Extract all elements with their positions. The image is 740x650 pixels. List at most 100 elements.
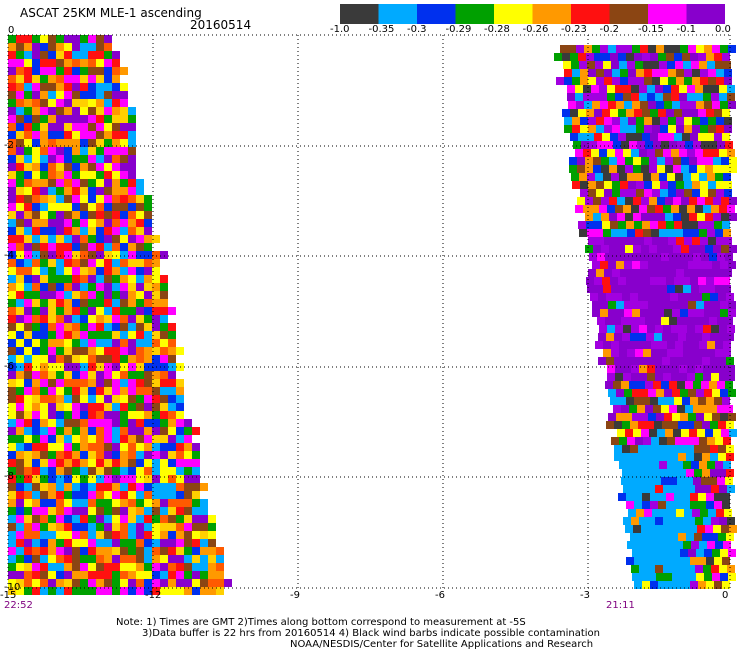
swath-cell	[598, 357, 606, 365]
swath-cell	[120, 155, 128, 163]
swath-cell	[32, 499, 40, 507]
swath-cell	[8, 419, 16, 427]
swath-cell	[672, 309, 680, 317]
swath-cell	[72, 491, 80, 499]
swath-cell	[32, 67, 40, 75]
swath-cell	[56, 131, 64, 139]
swath-cell	[136, 355, 144, 363]
swath-cell	[184, 459, 192, 467]
swath-cell	[672, 549, 680, 557]
swath-cell	[48, 547, 56, 555]
swath-cell	[702, 469, 710, 477]
swath-cell	[673, 157, 681, 165]
swath-cell	[48, 443, 56, 451]
swath-cell	[88, 83, 96, 91]
swath-cell	[704, 549, 712, 557]
swath-cell	[16, 507, 24, 515]
swath-cell	[649, 197, 657, 205]
swath-cell	[674, 493, 682, 501]
swath-cell	[136, 299, 144, 307]
swath-cell	[693, 405, 701, 413]
swath-cell	[606, 293, 614, 301]
swath-cell	[644, 181, 652, 189]
swath-cell	[671, 485, 679, 493]
swath-cell	[605, 253, 613, 261]
swath-cell	[627, 541, 635, 549]
swath-cell	[72, 371, 80, 379]
swath-cell	[96, 523, 104, 531]
swath-cell	[722, 581, 730, 589]
swath-cell	[708, 77, 716, 85]
swath-cell	[24, 563, 32, 571]
swath-cell	[711, 485, 719, 493]
swath-cell	[72, 203, 80, 211]
swath-cell	[713, 213, 721, 221]
swath-cell	[709, 317, 717, 325]
swath-cell	[136, 371, 144, 379]
swath-cell	[120, 339, 128, 347]
swath-cell	[715, 61, 723, 69]
swath-cell	[64, 251, 72, 259]
swath-cell	[8, 331, 16, 339]
swath-cell	[24, 115, 32, 123]
swath-cell	[616, 101, 624, 109]
swath-cell	[682, 109, 690, 117]
swath-cell	[692, 189, 700, 197]
swath-cell	[144, 339, 152, 347]
swath-cell	[152, 259, 160, 267]
swath-cell	[588, 269, 596, 277]
swath-cell	[679, 85, 687, 93]
swath-cell	[72, 395, 80, 403]
swath-cell	[152, 419, 160, 427]
swath-cell	[24, 459, 32, 467]
swath-cell	[16, 139, 24, 147]
swath-cell	[696, 309, 704, 317]
swath-cell	[697, 165, 705, 173]
swath-cell	[629, 141, 637, 149]
swath-cell	[709, 405, 717, 413]
swath-cell	[128, 315, 136, 323]
swath-cell	[652, 69, 660, 77]
swath-cell	[647, 517, 655, 525]
swath-cell	[663, 149, 671, 157]
swath-cell	[96, 499, 104, 507]
colorbar-tick-label: -0.23	[561, 24, 587, 35]
swath-cell	[64, 579, 72, 587]
swath-cell	[128, 515, 136, 523]
swath-cell	[669, 405, 677, 413]
swath-cell	[72, 515, 80, 523]
swath-cell	[614, 293, 622, 301]
swath-cell	[685, 405, 693, 413]
swath-cell	[64, 75, 72, 83]
swath-cell	[663, 205, 671, 213]
swath-cell	[613, 141, 621, 149]
swath-cell	[615, 85, 623, 93]
swath-cell	[96, 475, 104, 483]
swath-cell	[610, 397, 618, 405]
swath-cell	[80, 579, 88, 587]
swath-cell	[619, 61, 627, 69]
swath-cell	[660, 181, 668, 189]
swath-cell	[152, 331, 160, 339]
swath-cell	[216, 555, 224, 563]
swath-cell	[120, 107, 128, 115]
swath-cell	[48, 267, 56, 275]
swath-cell	[168, 579, 176, 587]
swath-cell	[32, 283, 40, 291]
swath-cell	[160, 371, 168, 379]
swath-cell	[48, 587, 56, 595]
swath-cell	[176, 563, 184, 571]
swath-cell	[88, 315, 96, 323]
swath-cell	[96, 67, 104, 75]
swath-cell	[72, 435, 80, 443]
swath-cell	[674, 557, 682, 565]
swath-cell	[604, 77, 612, 85]
swath-cell	[604, 269, 612, 277]
swath-cell	[56, 291, 64, 299]
swath-cell	[586, 277, 594, 285]
swath-cell	[711, 149, 719, 157]
swath-cell	[104, 307, 112, 315]
swath-cell	[112, 243, 120, 251]
swath-cell	[722, 277, 730, 285]
swath-cell	[725, 253, 733, 261]
